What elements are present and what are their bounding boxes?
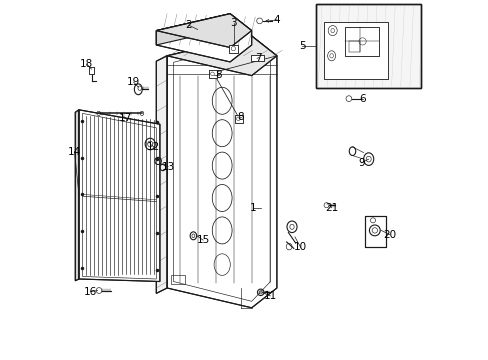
Text: 14: 14 [68, 147, 81, 157]
Polygon shape [364, 216, 385, 247]
Bar [348, 41, 359, 52]
Bar [208, 70, 216, 78]
Bar [316, 4, 420, 88]
Text: 18: 18 [80, 59, 93, 69]
Bar [316, 4, 420, 88]
Bar [234, 115, 242, 123]
Text: 2: 2 [185, 20, 192, 30]
Text: 19: 19 [127, 77, 140, 87]
Text: 16: 16 [83, 287, 97, 297]
Bar [228, 45, 237, 53]
Text: 8: 8 [215, 69, 222, 80]
Text: 15: 15 [196, 235, 209, 245]
Polygon shape [167, 36, 276, 308]
Text: 9: 9 [357, 158, 364, 168]
Bar [170, 275, 185, 284]
Bar [89, 67, 94, 74]
Text: 8: 8 [237, 112, 244, 122]
Polygon shape [156, 14, 251, 48]
Text: 6: 6 [359, 94, 365, 104]
Text: 4: 4 [273, 15, 280, 25]
Bar [345, 27, 379, 56]
Bar [234, 115, 242, 123]
Text: 11: 11 [263, 291, 277, 301]
Text: 13: 13 [161, 162, 174, 172]
Polygon shape [75, 110, 79, 281]
Text: 21: 21 [325, 203, 338, 213]
Polygon shape [167, 36, 276, 76]
Text: 20: 20 [382, 230, 395, 240]
Bar [345, 27, 379, 56]
Text: 17: 17 [119, 113, 132, 123]
Bar [228, 45, 237, 53]
Text: 12: 12 [147, 142, 160, 152]
Bar [89, 67, 94, 74]
Text: 7: 7 [255, 53, 262, 63]
Text: 1: 1 [250, 203, 256, 213]
Polygon shape [156, 14, 251, 62]
Text: 10: 10 [293, 242, 306, 252]
Bar [250, 55, 263, 61]
Text: 5: 5 [298, 41, 305, 51]
Text: 3: 3 [230, 18, 237, 28]
Bar [250, 55, 263, 61]
Bar [208, 70, 216, 78]
Polygon shape [156, 14, 230, 45]
Polygon shape [323, 22, 387, 79]
Polygon shape [79, 110, 160, 282]
Polygon shape [156, 56, 167, 293]
